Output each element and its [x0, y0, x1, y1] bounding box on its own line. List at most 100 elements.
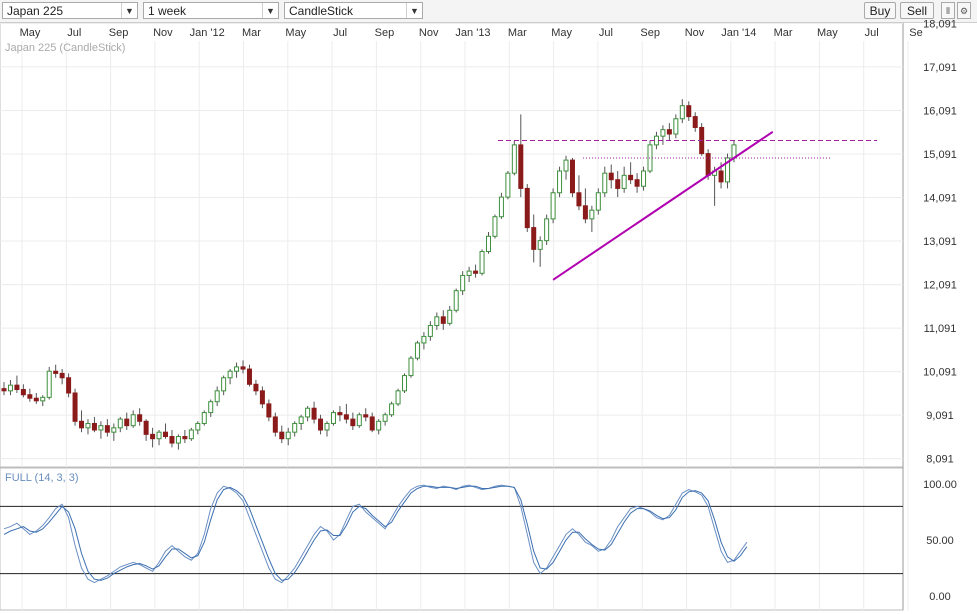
candle-body: [453, 290, 459, 311]
candle-body: [725, 157, 731, 183]
candle-body: [318, 418, 324, 431]
candle-body: [201, 412, 207, 424]
candle-body: [647, 144, 653, 172]
candle-body: [376, 420, 382, 431]
y-tick-label: 8,091: [926, 454, 954, 466]
candle-body: [511, 144, 517, 174]
candle-body: [699, 126, 705, 155]
candle-body: [188, 429, 194, 440]
candle-body: [557, 170, 563, 194]
chevron-down-icon[interactable]: ▼: [262, 3, 278, 18]
candle-body: [337, 412, 343, 416]
candle-body: [673, 118, 679, 135]
candle-body: [85, 422, 91, 429]
y-tick-label: 11,091: [924, 323, 957, 335]
candle-body: [505, 172, 511, 198]
x-tick-label: May: [551, 27, 572, 39]
y-tick-label: 14,091: [923, 193, 957, 205]
candle-body: [589, 209, 595, 220]
candle-body: [104, 425, 110, 433]
x-tick-label: Nov: [419, 27, 439, 39]
x-tick-label: Jan '12: [190, 27, 225, 39]
settings-icon[interactable]: ⚙: [957, 2, 971, 19]
candle-body: [279, 431, 285, 440]
candle-body: [20, 389, 26, 396]
candle-body: [227, 370, 233, 379]
y-tick-label: 12,091: [923, 280, 957, 292]
candle-body: [356, 414, 362, 427]
candle-body: [124, 418, 130, 427]
x-tick-label: Nov: [153, 27, 173, 39]
stochastic-panel-frame: [0, 467, 904, 611]
candle-body: [434, 316, 440, 327]
candle-body: [156, 431, 162, 440]
candle-body: [408, 357, 414, 377]
candle-body: [582, 205, 588, 220]
candle-style-icon[interactable]: ⫴: [941, 2, 955, 19]
candle-body: [641, 170, 647, 187]
candle-body: [518, 144, 524, 189]
candle-body: [234, 366, 240, 372]
y-tick-label: 15,091: [923, 149, 957, 161]
toolbar: Japan 225 ▼ 1 week ▼ CandleStick ▼ Buy S…: [0, 0, 977, 23]
candle-body: [33, 397, 39, 402]
candle-body: [402, 375, 408, 392]
period-select[interactable]: 1 week ▼: [143, 2, 279, 19]
candle-body: [305, 407, 311, 418]
candle-body: [666, 129, 672, 135]
candle-body: [608, 172, 614, 181]
candle-body: [427, 325, 433, 337]
candle-body: [214, 390, 220, 403]
candle-body: [343, 414, 349, 420]
x-tick-label: Nov: [685, 27, 705, 39]
candle-body: [531, 227, 537, 250]
candle-body: [595, 192, 601, 211]
candle-body: [40, 396, 46, 402]
chart-title: Japan 225 (CandleStick): [5, 42, 125, 54]
instrument-select[interactable]: Japan 225 ▼: [2, 2, 138, 19]
candle-body: [175, 436, 181, 444]
candle-body: [486, 235, 491, 253]
price-panel-frame: [0, 22, 904, 468]
chevron-down-icon[interactable]: ▼: [406, 3, 422, 18]
x-tick-label: Mar: [242, 27, 261, 39]
y-tick-label: 13,091: [923, 236, 957, 248]
candle-body: [395, 390, 401, 405]
stochastic-line: [3, 485, 748, 581]
y-tick-label: 16,091: [923, 105, 957, 117]
sell-button[interactable]: Sell: [900, 2, 934, 19]
candle-body: [421, 335, 427, 344]
chevron-down-icon[interactable]: ▼: [121, 3, 137, 18]
candle-body: [130, 414, 136, 427]
candle-body: [731, 144, 737, 159]
candle-body: [266, 403, 272, 418]
candle-body: [466, 270, 472, 276]
candle-body: [447, 309, 453, 324]
candle-body: [563, 159, 569, 172]
x-tick-label: Mar: [774, 27, 793, 39]
candle-body: [498, 196, 504, 218]
candle-body: [46, 370, 52, 398]
candle-body: [285, 431, 291, 440]
x-tick-label: Jul: [599, 27, 613, 39]
buy-button[interactable]: Buy: [864, 2, 896, 19]
stochastic-line: [3, 484, 748, 584]
candle-body: [246, 368, 252, 385]
candle-body: [634, 179, 640, 187]
candle-body: [221, 377, 227, 392]
instrument-select-value: Japan 225: [7, 4, 64, 18]
candle-body: [350, 418, 356, 427]
candle-body: [660, 129, 666, 137]
candle-body: [169, 436, 175, 444]
chart-type-select[interactable]: CandleStick ▼: [284, 2, 423, 19]
x-tick-label: Jan '13: [455, 27, 490, 39]
candle-body: [208, 401, 214, 414]
candle-body: [705, 153, 711, 176]
candle-body: [330, 412, 336, 424]
candle-body: [59, 372, 65, 379]
candle-body: [14, 384, 20, 391]
candle-body: [524, 187, 530, 229]
candle-body: [653, 135, 659, 146]
candle-body: [576, 192, 582, 207]
candle-body: [150, 433, 156, 440]
